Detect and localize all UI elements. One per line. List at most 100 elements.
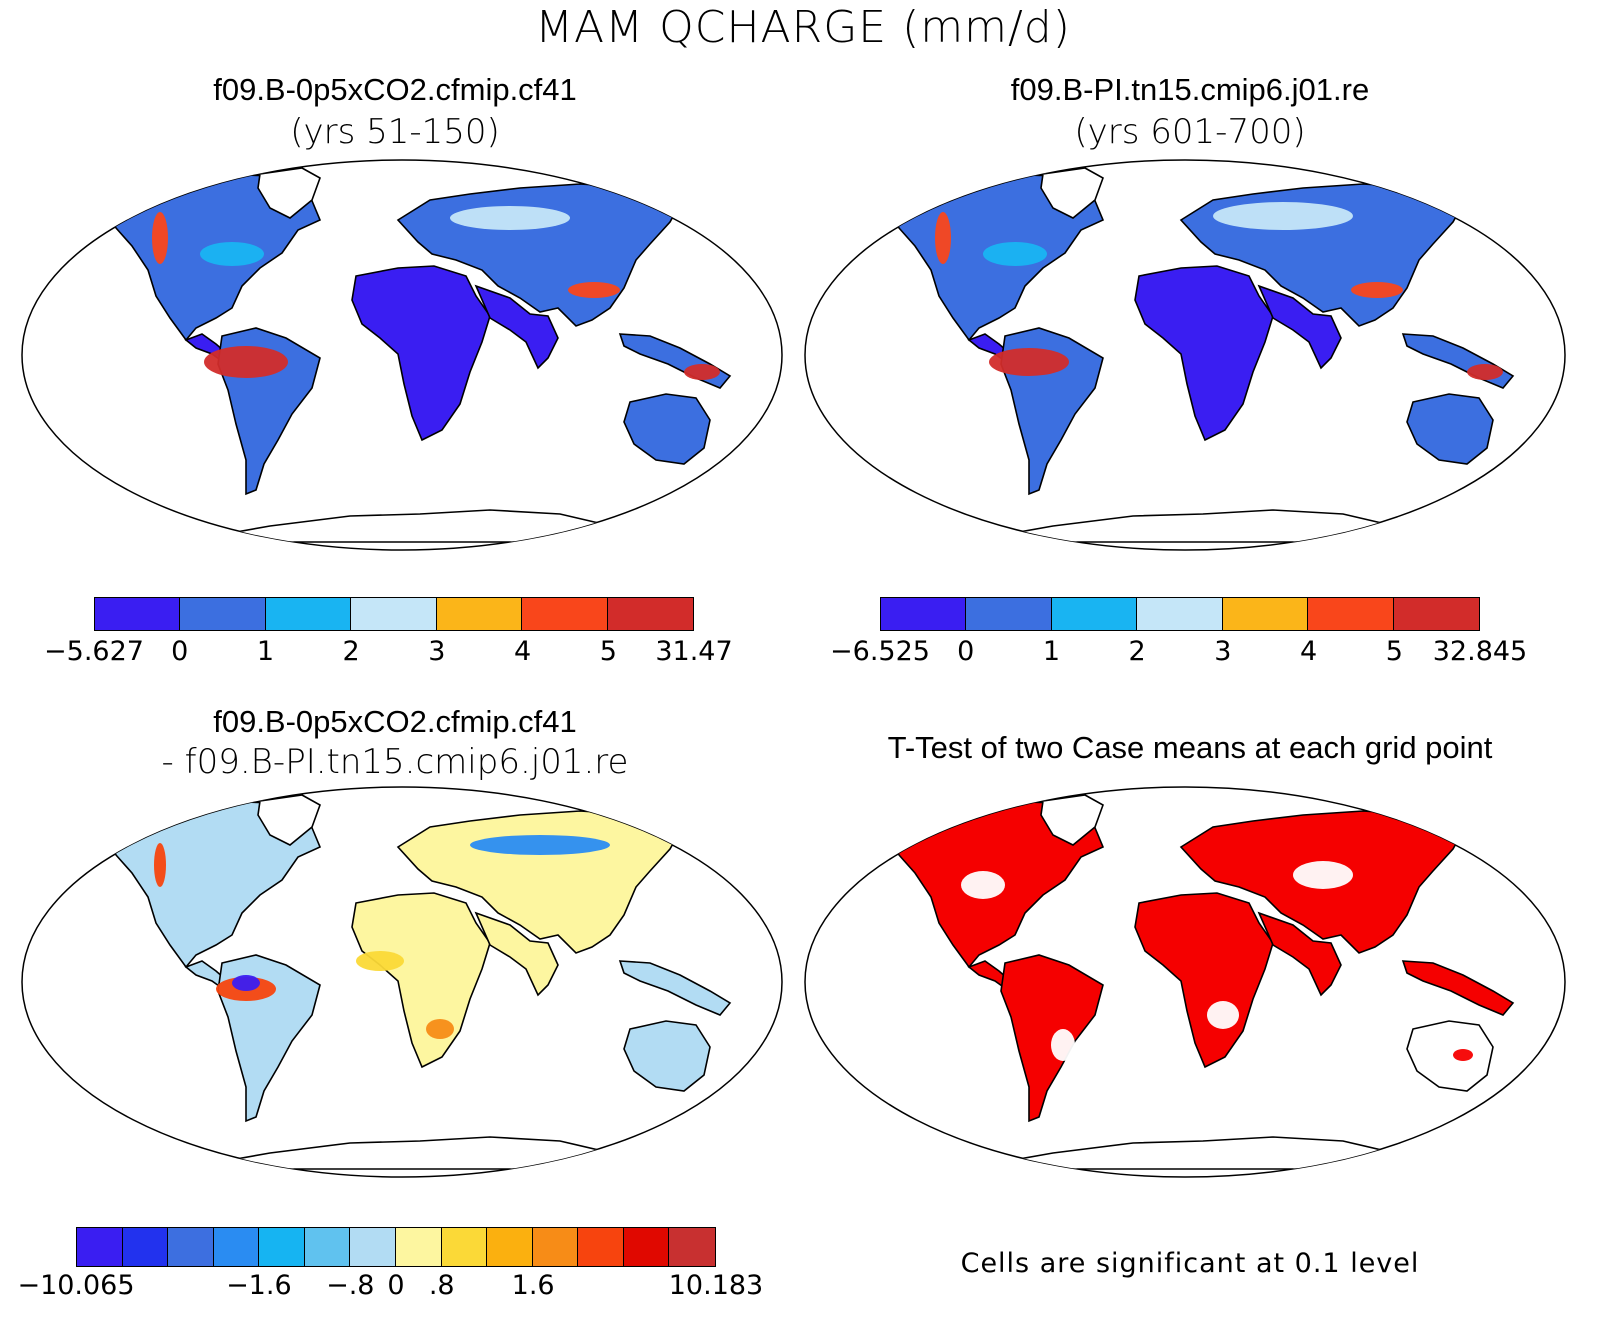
- landmass-greenland: [257, 167, 321, 219]
- colorbar-swatch: [350, 1228, 396, 1266]
- field-feature: [470, 835, 610, 855]
- colorbar-swatch: [1222, 598, 1309, 630]
- field-feature: [154, 843, 166, 887]
- panel4-significance-note: Cells are significant at 0.1 level: [960, 1248, 1420, 1279]
- field-feature: [935, 212, 951, 264]
- landmass-africa: [351, 265, 491, 442]
- panel4-title: T-Test of two Case means at each grid po…: [887, 730, 1493, 765]
- field-feature: [961, 871, 1005, 899]
- panel2-title: f09.B-PI.tn15.cmip6.j01.re: [1010, 72, 1370, 107]
- colorbar-swatch: [122, 1228, 169, 1266]
- colorbar-tick-label: −.8: [326, 1270, 375, 1301]
- colorbar-tick-label: 1: [1042, 636, 1061, 667]
- field-feature: [1051, 1029, 1075, 1061]
- panel2-map: [804, 159, 1566, 551]
- colorbar-swatch: [265, 598, 352, 630]
- landmass-se-asia-islands: [1401, 960, 1515, 1016]
- colorbar-tick-label: 0: [957, 636, 975, 667]
- colorbar-tick-label: 5: [599, 636, 617, 667]
- colorbar-tick-label: 2: [1128, 636, 1146, 667]
- landmass-europe-asia: [396, 810, 682, 954]
- field-feature: [568, 282, 620, 298]
- colorbar-swatch: [180, 598, 266, 630]
- landmass-south-america: [1000, 954, 1104, 1123]
- colorbar-swatch: [77, 1228, 123, 1266]
- field-feature: [989, 348, 1069, 376]
- colorbar-tick-label: 4: [1299, 636, 1318, 667]
- colorbar-swatch: [259, 1228, 305, 1266]
- landmass-australia: [1406, 1020, 1494, 1092]
- colorbar-swatch: [578, 1228, 624, 1266]
- colorbar-swatch: [304, 1228, 351, 1266]
- colorbar-tick-label: 32.845: [1432, 636, 1528, 667]
- colorbar-swatch: [1308, 598, 1394, 630]
- field-feature: [1467, 364, 1503, 380]
- field-feature: [1207, 1001, 1239, 1029]
- field-feature: [426, 1019, 454, 1039]
- colorbar-tick-label: 31.47: [655, 636, 733, 667]
- landmass-arabia-india: [474, 284, 559, 370]
- field-feature: [983, 242, 1047, 266]
- landmass-greenland: [257, 794, 321, 846]
- colorbar-swatch: [395, 1228, 442, 1266]
- colorbar-tick-label: 4: [513, 636, 532, 667]
- landmass-se-asia-islands: [618, 960, 732, 1016]
- landmass-arabia-india: [474, 911, 559, 997]
- field-feature: [204, 346, 288, 378]
- colorbar-tick-label: 1.6: [511, 1270, 555, 1301]
- colorbar-tick-label: 2: [342, 636, 360, 667]
- landmass-africa: [1134, 892, 1274, 1069]
- panel3-title: f09.B-0p5xCO2.cfmip.cf41: [213, 704, 577, 739]
- colorbar-tick-label: −6.525: [830, 636, 930, 667]
- colorbar-swatch: [441, 1228, 488, 1266]
- colorbar-swatch: [669, 1228, 715, 1266]
- panel3-colorbar: [76, 1227, 716, 1267]
- colorbar-swatch: [881, 598, 967, 630]
- landmass-australia: [623, 393, 711, 465]
- panel3-subtitle: - f09.B-PI.tn15.cmip6.j01.re: [161, 742, 629, 782]
- colorbar-tick-label: −10.065: [17, 1270, 135, 1301]
- field-feature: [232, 975, 260, 991]
- field-feature: [356, 951, 404, 971]
- colorbar-swatch: [532, 1228, 579, 1266]
- colorbar-tick-label: 0: [387, 1270, 405, 1301]
- colorbar-swatch: [522, 598, 608, 630]
- field-feature: [450, 206, 570, 230]
- landmass-arabia-india: [1257, 911, 1342, 997]
- colorbar-tick-label: −1.6: [226, 1270, 292, 1301]
- landmass-africa: [1134, 265, 1274, 442]
- panel1-title: f09.B-0p5xCO2.cfmip.cf41: [213, 72, 577, 107]
- field-feature: [200, 242, 264, 266]
- colorbar-swatch: [168, 1228, 214, 1266]
- colorbar-tick-label: −5.627: [44, 636, 144, 667]
- colorbar-swatch: [1393, 598, 1479, 630]
- field-feature: [684, 364, 720, 380]
- colorbar-tick-label: 3: [1214, 636, 1232, 667]
- colorbar-swatch: [1051, 598, 1138, 630]
- landmass-greenland: [1040, 167, 1104, 219]
- colorbar-tick-label: 5: [1385, 636, 1403, 667]
- colorbar-tick-label: 3: [428, 636, 446, 667]
- colorbar-swatch: [966, 598, 1052, 630]
- panel2-subtitle: (yrs 601-700): [1074, 112, 1306, 152]
- colorbar-swatch: [623, 1228, 670, 1266]
- colorbar-swatch: [95, 598, 181, 630]
- field-feature: [152, 212, 168, 264]
- colorbar-swatch: [1137, 598, 1223, 630]
- field-feature: [1453, 1049, 1473, 1061]
- field-feature: [1293, 861, 1353, 889]
- panel1-colorbar: [94, 597, 694, 631]
- panel2-colorbar: [880, 597, 1480, 631]
- figure-title: MAM QCHARGE (mm/d): [535, 2, 1071, 53]
- landmass-arabia-india: [1257, 284, 1342, 370]
- landmass-greenland: [1040, 794, 1104, 846]
- panel3-map: [21, 786, 783, 1178]
- colorbar-swatch: [487, 1228, 533, 1266]
- panel1-map: [21, 159, 783, 551]
- colorbar-tick-label: 0: [171, 636, 189, 667]
- landmass-australia: [1406, 393, 1494, 465]
- panel4-map: [804, 786, 1566, 1178]
- colorbar-swatch: [436, 598, 523, 630]
- colorbar-swatch: [213, 1228, 260, 1266]
- panel1-subtitle: (yrs 51-150): [290, 112, 500, 152]
